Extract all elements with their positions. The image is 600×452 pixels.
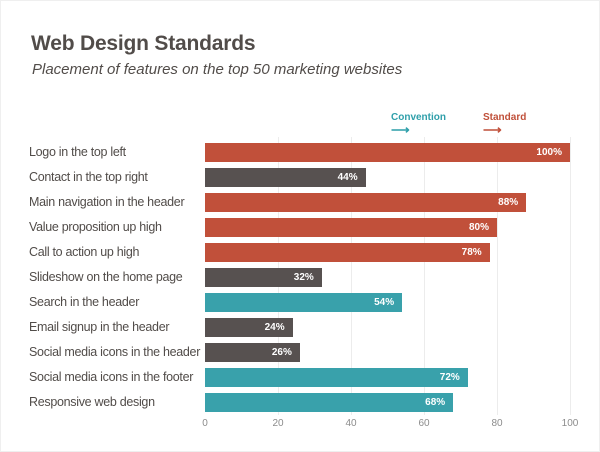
bar-row: Main navigation in the header 88% — [1, 193, 599, 212]
x-tick-label: 60 — [418, 418, 430, 429]
bar-row: Social media icons in the header 26% — [1, 343, 599, 362]
bar: 44% — [205, 168, 366, 187]
x-tick-label: 0 — [202, 418, 208, 429]
legend-item-convention: Convention ⟶ — [391, 112, 446, 137]
bar-value-label: 24% — [264, 322, 285, 333]
category-label: Call to action up high — [29, 245, 140, 259]
bar-row: Value proposition up high 80% — [1, 218, 599, 237]
legend-convention-label: Convention — [391, 112, 446, 123]
bar-row: Contact in the top right 44% — [1, 168, 599, 187]
category-label: Social media icons in the header — [29, 345, 201, 359]
x-tick-label: 80 — [491, 418, 503, 429]
bar-value-label: 72% — [439, 372, 460, 383]
category-label: Main navigation in the header — [29, 195, 185, 209]
right-arrow-icon: ⟶ — [483, 122, 502, 137]
bar: 100% — [205, 143, 570, 162]
bar-row: Search in the header 54% — [1, 293, 599, 312]
bar-value-label: 88% — [498, 197, 519, 208]
bar: 26% — [205, 343, 300, 362]
bar: 54% — [205, 293, 403, 312]
gridline — [497, 137, 498, 415]
bar-value-label: 80% — [468, 222, 489, 233]
x-tick-label: 20 — [272, 418, 284, 429]
x-tick-label: 100 — [561, 418, 579, 429]
bar-row: Responsive web design 68% — [1, 393, 599, 412]
bar: 68% — [205, 393, 454, 412]
legend-item-standard: Standard ⟶ — [483, 112, 527, 137]
category-label: Social media icons in the footer — [29, 370, 194, 384]
gridline — [424, 137, 425, 415]
category-label: Slideshow on the home page — [29, 270, 183, 284]
category-label: Responsive web design — [29, 395, 155, 409]
bar: 32% — [205, 268, 322, 287]
bar-value-label: 54% — [374, 297, 395, 308]
gridline — [570, 137, 571, 415]
legend-standard-label: Standard — [483, 112, 527, 123]
bar-row: Email signup in the header 24% — [1, 318, 599, 337]
bar: 80% — [205, 218, 497, 237]
category-label: Contact in the top right — [29, 170, 148, 184]
bar: 72% — [205, 368, 468, 387]
bar: 24% — [205, 318, 293, 337]
bar-row: Logo in the top left 100% — [1, 143, 599, 162]
bar-value-label: 100% — [536, 147, 562, 158]
gridline — [351, 137, 352, 415]
bar: 88% — [205, 193, 527, 212]
category-label: Logo in the top left — [29, 145, 126, 159]
right-arrow-icon: ⟶ — [391, 122, 410, 137]
category-label: Email signup in the header — [29, 320, 170, 334]
bar-value-label: 32% — [293, 272, 314, 283]
bar-row: Call to action up high 78% — [1, 243, 599, 262]
category-label: Search in the header — [29, 295, 140, 309]
bar-value-label: 68% — [425, 397, 446, 408]
bar-row: Slideshow on the home page 32% — [1, 268, 599, 287]
category-label: Value proposition up high — [29, 220, 162, 234]
bar-value-label: 26% — [271, 347, 292, 358]
bar: 78% — [205, 243, 490, 262]
page-subtitle: Placement of features on the top 50 mark… — [32, 61, 403, 78]
bar-value-label: 44% — [337, 172, 358, 183]
bar-value-label: 78% — [461, 247, 482, 258]
x-tick-label: 40 — [345, 418, 357, 429]
bar-row: Social media icons in the footer 72% — [1, 368, 599, 387]
page-title: Web Design Standards — [31, 32, 256, 55]
